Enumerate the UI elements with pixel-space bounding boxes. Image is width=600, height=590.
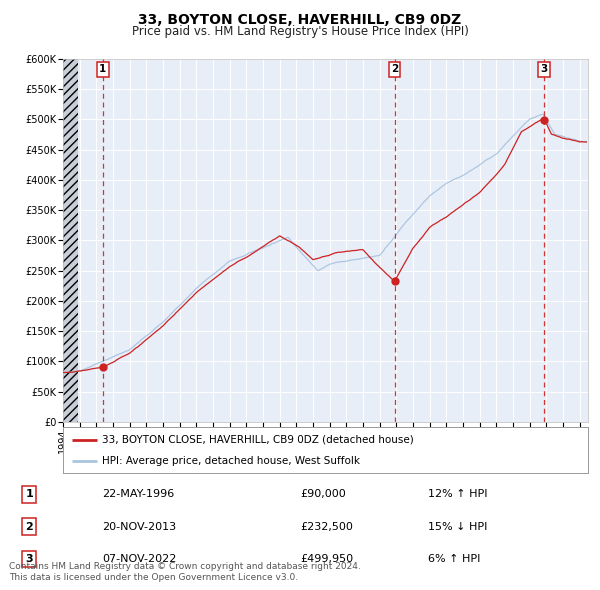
Text: 15% ↓ HPI: 15% ↓ HPI: [428, 522, 487, 532]
Text: 3: 3: [540, 64, 547, 74]
Text: £499,950: £499,950: [300, 553, 353, 563]
Text: 2: 2: [391, 64, 398, 74]
Text: 3: 3: [26, 553, 33, 563]
Text: £232,500: £232,500: [300, 522, 353, 532]
Text: 12% ↑ HPI: 12% ↑ HPI: [428, 490, 488, 500]
Text: HPI: Average price, detached house, West Suffolk: HPI: Average price, detached house, West…: [103, 455, 361, 466]
Text: 6% ↑ HPI: 6% ↑ HPI: [428, 553, 481, 563]
Text: 1: 1: [99, 64, 106, 74]
Text: 2: 2: [25, 522, 33, 532]
Text: 33, BOYTON CLOSE, HAVERHILL, CB9 0DZ (detached house): 33, BOYTON CLOSE, HAVERHILL, CB9 0DZ (de…: [103, 435, 414, 445]
Text: £90,000: £90,000: [300, 490, 346, 500]
Text: 1: 1: [25, 490, 33, 500]
Text: 07-NOV-2022: 07-NOV-2022: [102, 553, 176, 563]
Text: 33, BOYTON CLOSE, HAVERHILL, CB9 0DZ: 33, BOYTON CLOSE, HAVERHILL, CB9 0DZ: [139, 13, 461, 27]
Bar: [63, 59, 79, 422]
Text: Price paid vs. HM Land Registry's House Price Index (HPI): Price paid vs. HM Land Registry's House …: [131, 25, 469, 38]
Text: Contains HM Land Registry data © Crown copyright and database right 2024.
This d: Contains HM Land Registry data © Crown c…: [9, 562, 361, 582]
Text: 20-NOV-2013: 20-NOV-2013: [102, 522, 176, 532]
Text: 22-MAY-1996: 22-MAY-1996: [102, 490, 175, 500]
